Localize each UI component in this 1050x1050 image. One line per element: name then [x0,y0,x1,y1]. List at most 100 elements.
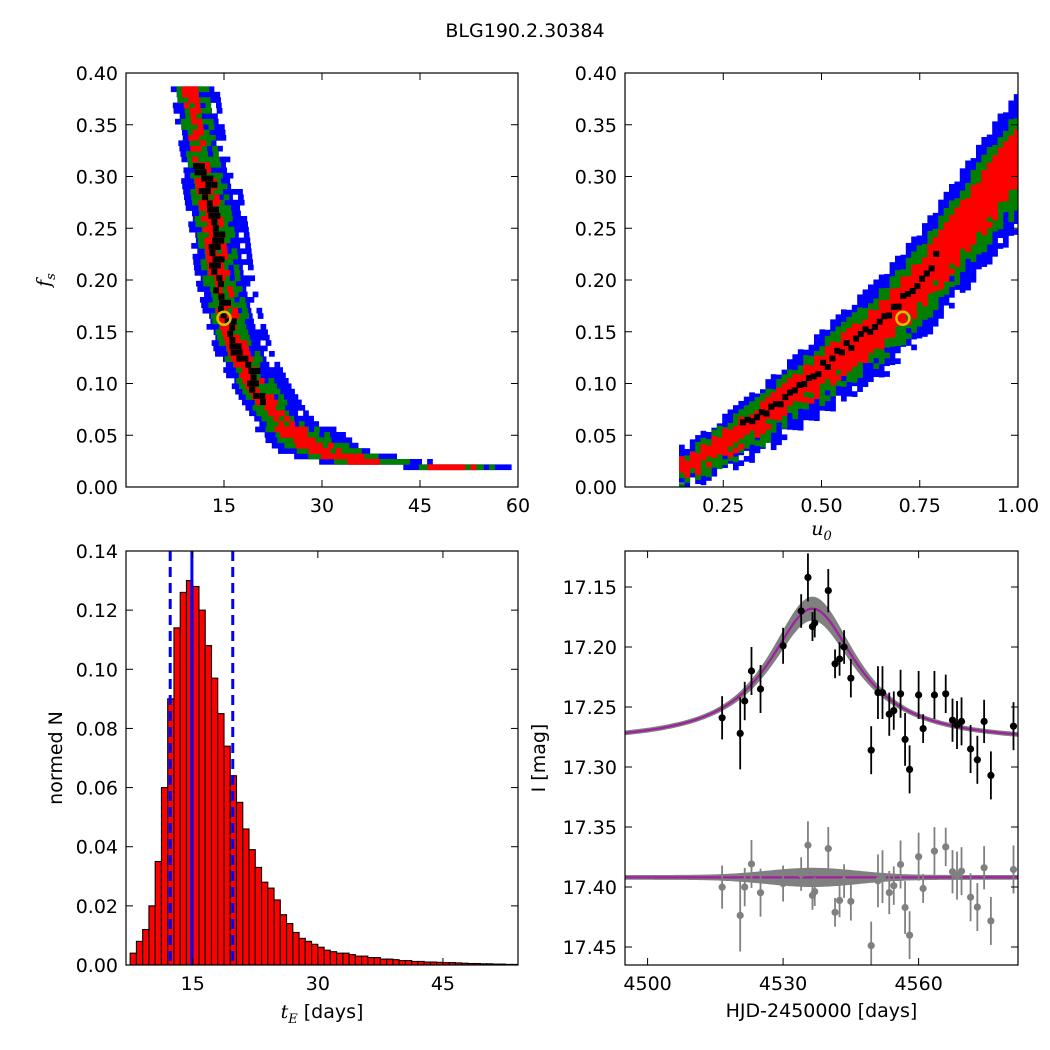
heatmap-cell [846,380,853,386]
heatmap-cell [754,421,761,427]
heatmap-cell [198,243,205,249]
heatmap-cell [454,464,461,471]
heatmap-cell [229,302,236,309]
heatmap-cell [986,222,993,228]
heatmap-cell [275,432,282,438]
heatmap-cell [965,253,971,259]
heatmap-cell [274,388,281,395]
heatmap-cell [684,449,691,455]
heatmap-cell [218,221,224,228]
heatmap-cell [970,180,977,187]
heatmap-cell [700,474,707,480]
heatmap-cell [743,429,750,435]
heatmap-core-cell [198,187,205,194]
heatmap-core-cell [201,175,208,182]
y-axis-label: I [mag] [528,724,550,793]
histogram-bar [404,960,413,965]
heatmap-cell [256,410,263,417]
heatmap-cell [202,151,209,157]
heatmap-cell [922,243,928,250]
heatmap-cell [215,167,222,174]
heatmap-cell [857,334,863,341]
heatmap-cell [227,172,234,179]
heatmap-cell [857,356,863,363]
heatmap-cell [916,327,923,334]
heatmap-cell [319,448,326,454]
heatmap-cell [223,226,230,233]
heatmap-cell [981,229,988,236]
heatmap-cell [905,263,912,269]
heatmap-cell [895,261,901,267]
heatmap-cell [922,300,928,307]
heatmap-core-cell [236,355,243,362]
heatmap-cell [868,289,874,296]
heatmap-cell [292,415,298,422]
heatmap-cell [905,333,912,340]
heatmap-cell [997,196,1004,203]
heatmap-cell [884,327,890,333]
histogram-bar [254,866,263,965]
heatmap-cell [814,387,820,394]
heatmap-cell [224,232,230,238]
heatmap-cell [258,388,265,395]
heatmap-cell [770,433,777,440]
heatmap-cell [868,309,874,316]
heatmap-cell [884,336,890,343]
heatmap-cell [1003,163,1009,169]
heatmap-cell [274,383,281,390]
heatmap-cell [808,409,815,416]
heatmap-cell [347,459,353,465]
residual-point [942,843,950,851]
heatmap-cell [792,413,799,420]
heatmap-cell [216,108,223,114]
heatmap-cell [297,415,304,422]
heatmap-cell [738,460,745,467]
heatmap-cell [878,293,885,300]
heatmap-cell [922,314,928,320]
y-tick-label: 0.02 [76,896,118,918]
heatmap-cell [943,260,950,266]
heatmap-cell [873,321,880,327]
heatmap-cell [803,403,809,410]
heatmap-cell [851,380,858,387]
heatmap-cell [459,464,466,471]
heatmap-cell [797,403,804,409]
heatmap-cell [188,97,195,103]
data-point [948,716,957,724]
heatmap-cell [290,426,297,433]
heatmap-cell [976,204,982,211]
heatmap-cell [1003,214,1009,221]
heatmap-cell [981,160,988,166]
heatmap-cell [814,366,820,373]
heatmap-cell [181,124,188,130]
heatmap-cell [207,194,214,201]
residual-point [811,887,819,896]
heatmap-cell [220,135,227,141]
heatmap-cell [364,448,371,454]
panel-tE-fs: 15 30 45 600.000.050.100.150.200.250.300.35… [33,63,530,517]
heatmap-cell [205,248,212,255]
residual-point [973,903,981,911]
histogram-bar [298,937,306,965]
heatmap-cell [954,234,961,241]
heatmap-cell [905,340,912,346]
heatmap-cell [261,415,268,422]
heatmap-cell [220,286,227,292]
heatmap-cell [200,108,207,114]
heatmap-cell [269,351,275,357]
heatmap-core-cell [253,392,260,399]
heatmap-cell [938,226,944,233]
data-point [980,717,988,726]
heatmap-cell [347,442,354,449]
heatmap-cell [191,194,197,201]
heatmap-cell [754,410,761,417]
heatmap-cell [285,426,292,433]
heatmap-cell [959,195,966,202]
heatmap-cell [954,279,961,285]
heatmap-cell [970,276,977,283]
heatmap-cell [1013,229,1018,235]
heatmap-cell [846,385,853,392]
heatmap-cell [245,394,252,400]
heatmap-cell [895,266,901,273]
heatmap-cell [803,349,809,356]
